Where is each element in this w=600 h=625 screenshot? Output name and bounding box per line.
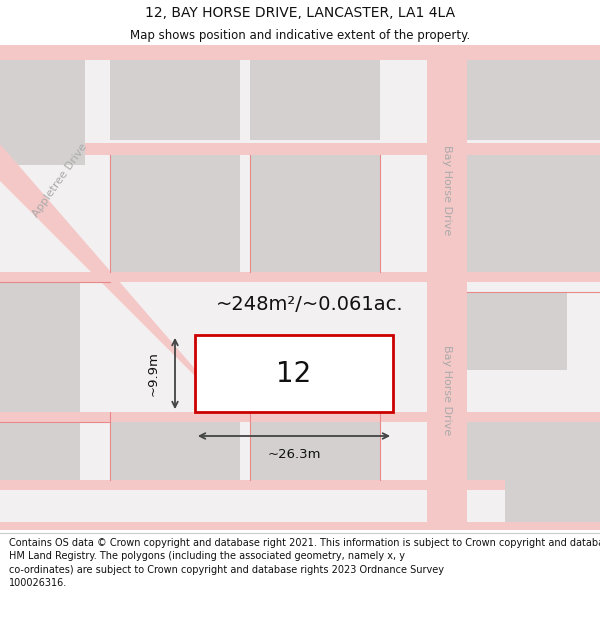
Text: Map shows position and indicative extent of the property.: Map shows position and indicative extent… [130, 29, 470, 42]
Bar [467, 480, 600, 490]
Bar [0, 60, 85, 165]
Text: ~26.3m: ~26.3m [267, 448, 321, 461]
Text: ~9.9m: ~9.9m [146, 351, 160, 396]
Bar [250, 60, 380, 140]
Bar [0, 143, 427, 155]
Bar [505, 480, 600, 522]
Bar [0, 282, 80, 412]
Text: Bay Horse Drive: Bay Horse Drive [442, 145, 452, 235]
Bar [250, 155, 380, 272]
Bar [467, 60, 600, 140]
Bar [195, 335, 393, 412]
Bar [467, 422, 600, 480]
Bar [467, 143, 600, 155]
Bar [467, 292, 567, 370]
Bar [467, 155, 600, 272]
Polygon shape [0, 145, 220, 400]
Bar [0, 522, 600, 530]
Bar [0, 412, 427, 422]
Bar [467, 272, 600, 282]
Bar [467, 412, 600, 422]
Bar [250, 422, 380, 480]
Bar [110, 422, 240, 480]
Text: 12, BAY HORSE DRIVE, LANCASTER, LA1 4LA: 12, BAY HORSE DRIVE, LANCASTER, LA1 4LA [145, 6, 455, 19]
Bar [195, 335, 393, 412]
Bar [0, 480, 427, 490]
Bar [0, 45, 600, 60]
Text: Contains OS data © Crown copyright and database right 2021. This information is : Contains OS data © Crown copyright and d… [9, 538, 600, 588]
Bar [427, 45, 467, 530]
Bar [110, 60, 240, 140]
Bar [110, 155, 240, 272]
Text: Bay Horse Drive: Bay Horse Drive [442, 345, 452, 435]
Bar [0, 272, 427, 282]
Bar [0, 422, 80, 480]
Text: ~248m²/~0.061ac.: ~248m²/~0.061ac. [216, 296, 404, 314]
Text: 12: 12 [277, 359, 311, 388]
Text: Appletree Drive: Appletree Drive [31, 141, 89, 219]
